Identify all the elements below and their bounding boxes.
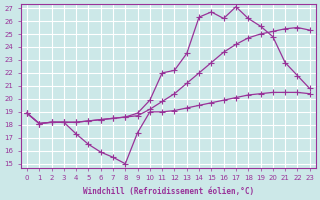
- X-axis label: Windchill (Refroidissement éolien,°C): Windchill (Refroidissement éolien,°C): [83, 187, 254, 196]
